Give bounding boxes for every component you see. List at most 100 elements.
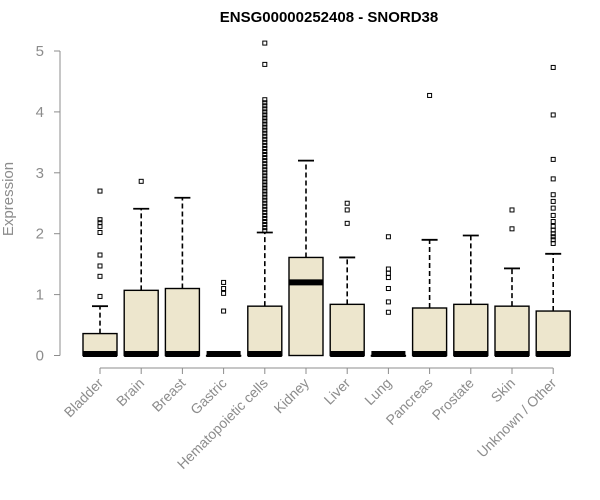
outlier-point [262,109,268,115]
outlier-point [262,103,268,109]
outlier-point [262,118,268,124]
box [494,305,530,357]
outlier-point [262,215,268,221]
outlier-point [262,124,268,130]
outlier-point [221,290,227,296]
box-group [453,234,489,357]
box [247,305,283,357]
outlier-point [550,237,556,243]
outlier-point [97,263,103,269]
box [288,256,324,357]
outlier-point [262,139,268,145]
y-tick-label: 4 [36,104,44,121]
outlier-point [138,178,144,184]
outlier-point [262,197,268,203]
outlier-point [509,226,515,232]
x-tick-label: Bladder [61,375,107,421]
outlier-point [262,145,268,151]
outlier-point [262,133,268,139]
outlier-point [550,192,556,198]
outlier-point [262,194,268,200]
outlier-point [262,167,268,173]
outlier-point [427,92,433,98]
y-axis-label: Expression [0,162,17,236]
outlier-point [550,223,556,229]
outlier-point [550,219,556,225]
box-group [164,196,201,357]
outlier-point [385,234,391,240]
outlier-point [262,185,268,191]
y-tick-label: 5 [36,43,44,60]
outlier-point [262,164,268,170]
outlier-point [262,188,268,194]
outlier-point [262,152,268,158]
outlier-point [550,156,556,162]
outlier-point [550,205,556,211]
outlier-point [550,64,556,70]
boxes-layer [82,40,571,357]
outlier-point [221,286,227,292]
outlier-point [262,219,268,225]
outlier-point [221,279,227,285]
outlier-point [385,270,391,276]
outlier-point [97,220,103,226]
outlier-point [262,106,268,112]
outlier-point [550,198,556,204]
outlier-point [262,148,268,154]
box [164,287,201,357]
outlier-point [262,127,268,133]
outlier-point [221,308,227,314]
outlier-point [262,97,268,103]
box-group [82,188,118,357]
box [535,310,571,357]
outlier-point [385,266,391,272]
x-tick-label: Lung [361,375,394,408]
y-tick-label: 1 [36,287,44,304]
outlier-point [97,217,103,223]
box-group [288,159,324,357]
box-group [411,92,448,357]
y-axis: 0 1 2 3 4 5 [36,43,61,365]
outlier-point [262,100,268,106]
x-tick-label: Liver [321,375,354,408]
outlier-point [344,207,350,213]
outlier-point [262,222,268,228]
box [453,303,489,357]
x-tick-label: Skin [488,375,519,406]
outlier-point [262,136,268,142]
outlier-point [262,212,268,218]
box [123,289,159,357]
outlier-point [262,142,268,148]
outlier-point [262,176,268,182]
box-group [329,200,365,357]
outlier-point [262,203,268,209]
outlier-point [262,179,268,185]
outlier-point [385,286,391,292]
outlier-point [262,161,268,167]
outlier-point [344,220,350,226]
outlier-point [262,228,268,234]
box-group [535,64,571,357]
y-tick-label: 0 [36,348,44,365]
y-tick-label: 2 [36,226,44,243]
outlier-point [262,225,268,231]
outlier-point [262,170,268,176]
outlier-point [385,299,391,305]
box-group [247,40,283,357]
outlier-point [550,234,556,240]
outlier-point [262,155,268,161]
outlier-point [97,229,103,235]
x-tick-label: Breast [149,375,189,415]
outlier-point [262,191,268,197]
outlier-point [262,61,268,67]
outlier-point [262,158,268,164]
y-tick-label: 3 [36,165,44,182]
outlier-point [262,173,268,179]
box-group [123,178,159,357]
outlier-point [262,40,268,46]
x-tick-label: Prostate [429,375,477,423]
x-tick-label: Kidney [271,375,313,417]
box [329,303,365,357]
